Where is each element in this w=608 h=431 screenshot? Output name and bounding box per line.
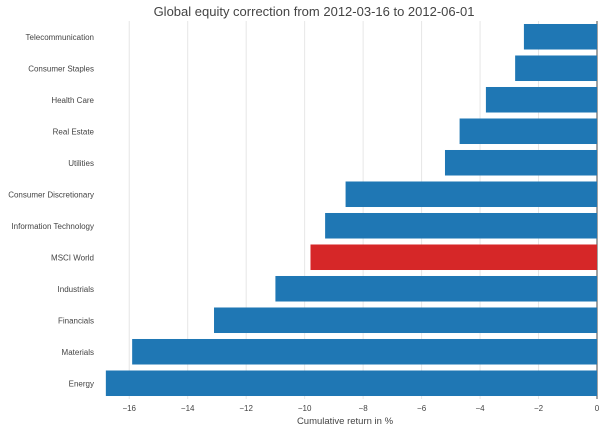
x-tick-label: −10 xyxy=(298,404,312,413)
category-label: Materials xyxy=(62,348,94,357)
category-label: Consumer Discretionary xyxy=(8,190,94,199)
bar xyxy=(275,275,597,302)
bar xyxy=(515,55,597,82)
x-tick-label: −8 xyxy=(359,404,369,413)
category-label: Financials xyxy=(58,316,94,325)
category-label: MSCI World xyxy=(51,253,94,262)
category-label: Information Technology xyxy=(11,222,94,231)
chart-title: Global equity correction from 2012-03-16… xyxy=(154,4,475,19)
bar xyxy=(345,181,597,208)
bar xyxy=(485,86,597,113)
category-label: Health Care xyxy=(51,96,94,105)
bar xyxy=(214,307,598,334)
x-tick-labels: −16 −14 −12 −10 −8 −6 −4 −2 0 xyxy=(122,404,599,413)
category-label: Telecommunication xyxy=(26,33,94,42)
x-axis-title: Cumulative return in % xyxy=(297,416,394,427)
category-label: Utilities xyxy=(68,159,94,168)
category-label: Consumer Staples xyxy=(28,64,94,73)
bar xyxy=(459,118,597,145)
category-label: Energy xyxy=(69,379,94,388)
gridlines xyxy=(128,21,598,399)
bar xyxy=(523,23,597,50)
bar xyxy=(105,370,598,397)
x-tick-label: −16 xyxy=(122,404,136,413)
x-tick-label: −4 xyxy=(475,404,485,413)
bars xyxy=(105,23,598,397)
x-tick-label: −6 xyxy=(417,404,427,413)
x-tick-label: 0 xyxy=(595,404,600,413)
category-label: Real Estate xyxy=(53,127,95,136)
x-tick-label: −2 xyxy=(534,404,544,413)
x-tick-label: −14 xyxy=(181,404,195,413)
bar xyxy=(325,212,597,239)
bar xyxy=(132,338,598,365)
bar xyxy=(444,149,597,176)
x-tick-label: −12 xyxy=(239,404,253,413)
bar-highlight xyxy=(310,244,597,271)
category-label: Industrials xyxy=(58,285,94,294)
category-labels: Telecommunication Consumer Staples Health … xyxy=(8,33,94,389)
